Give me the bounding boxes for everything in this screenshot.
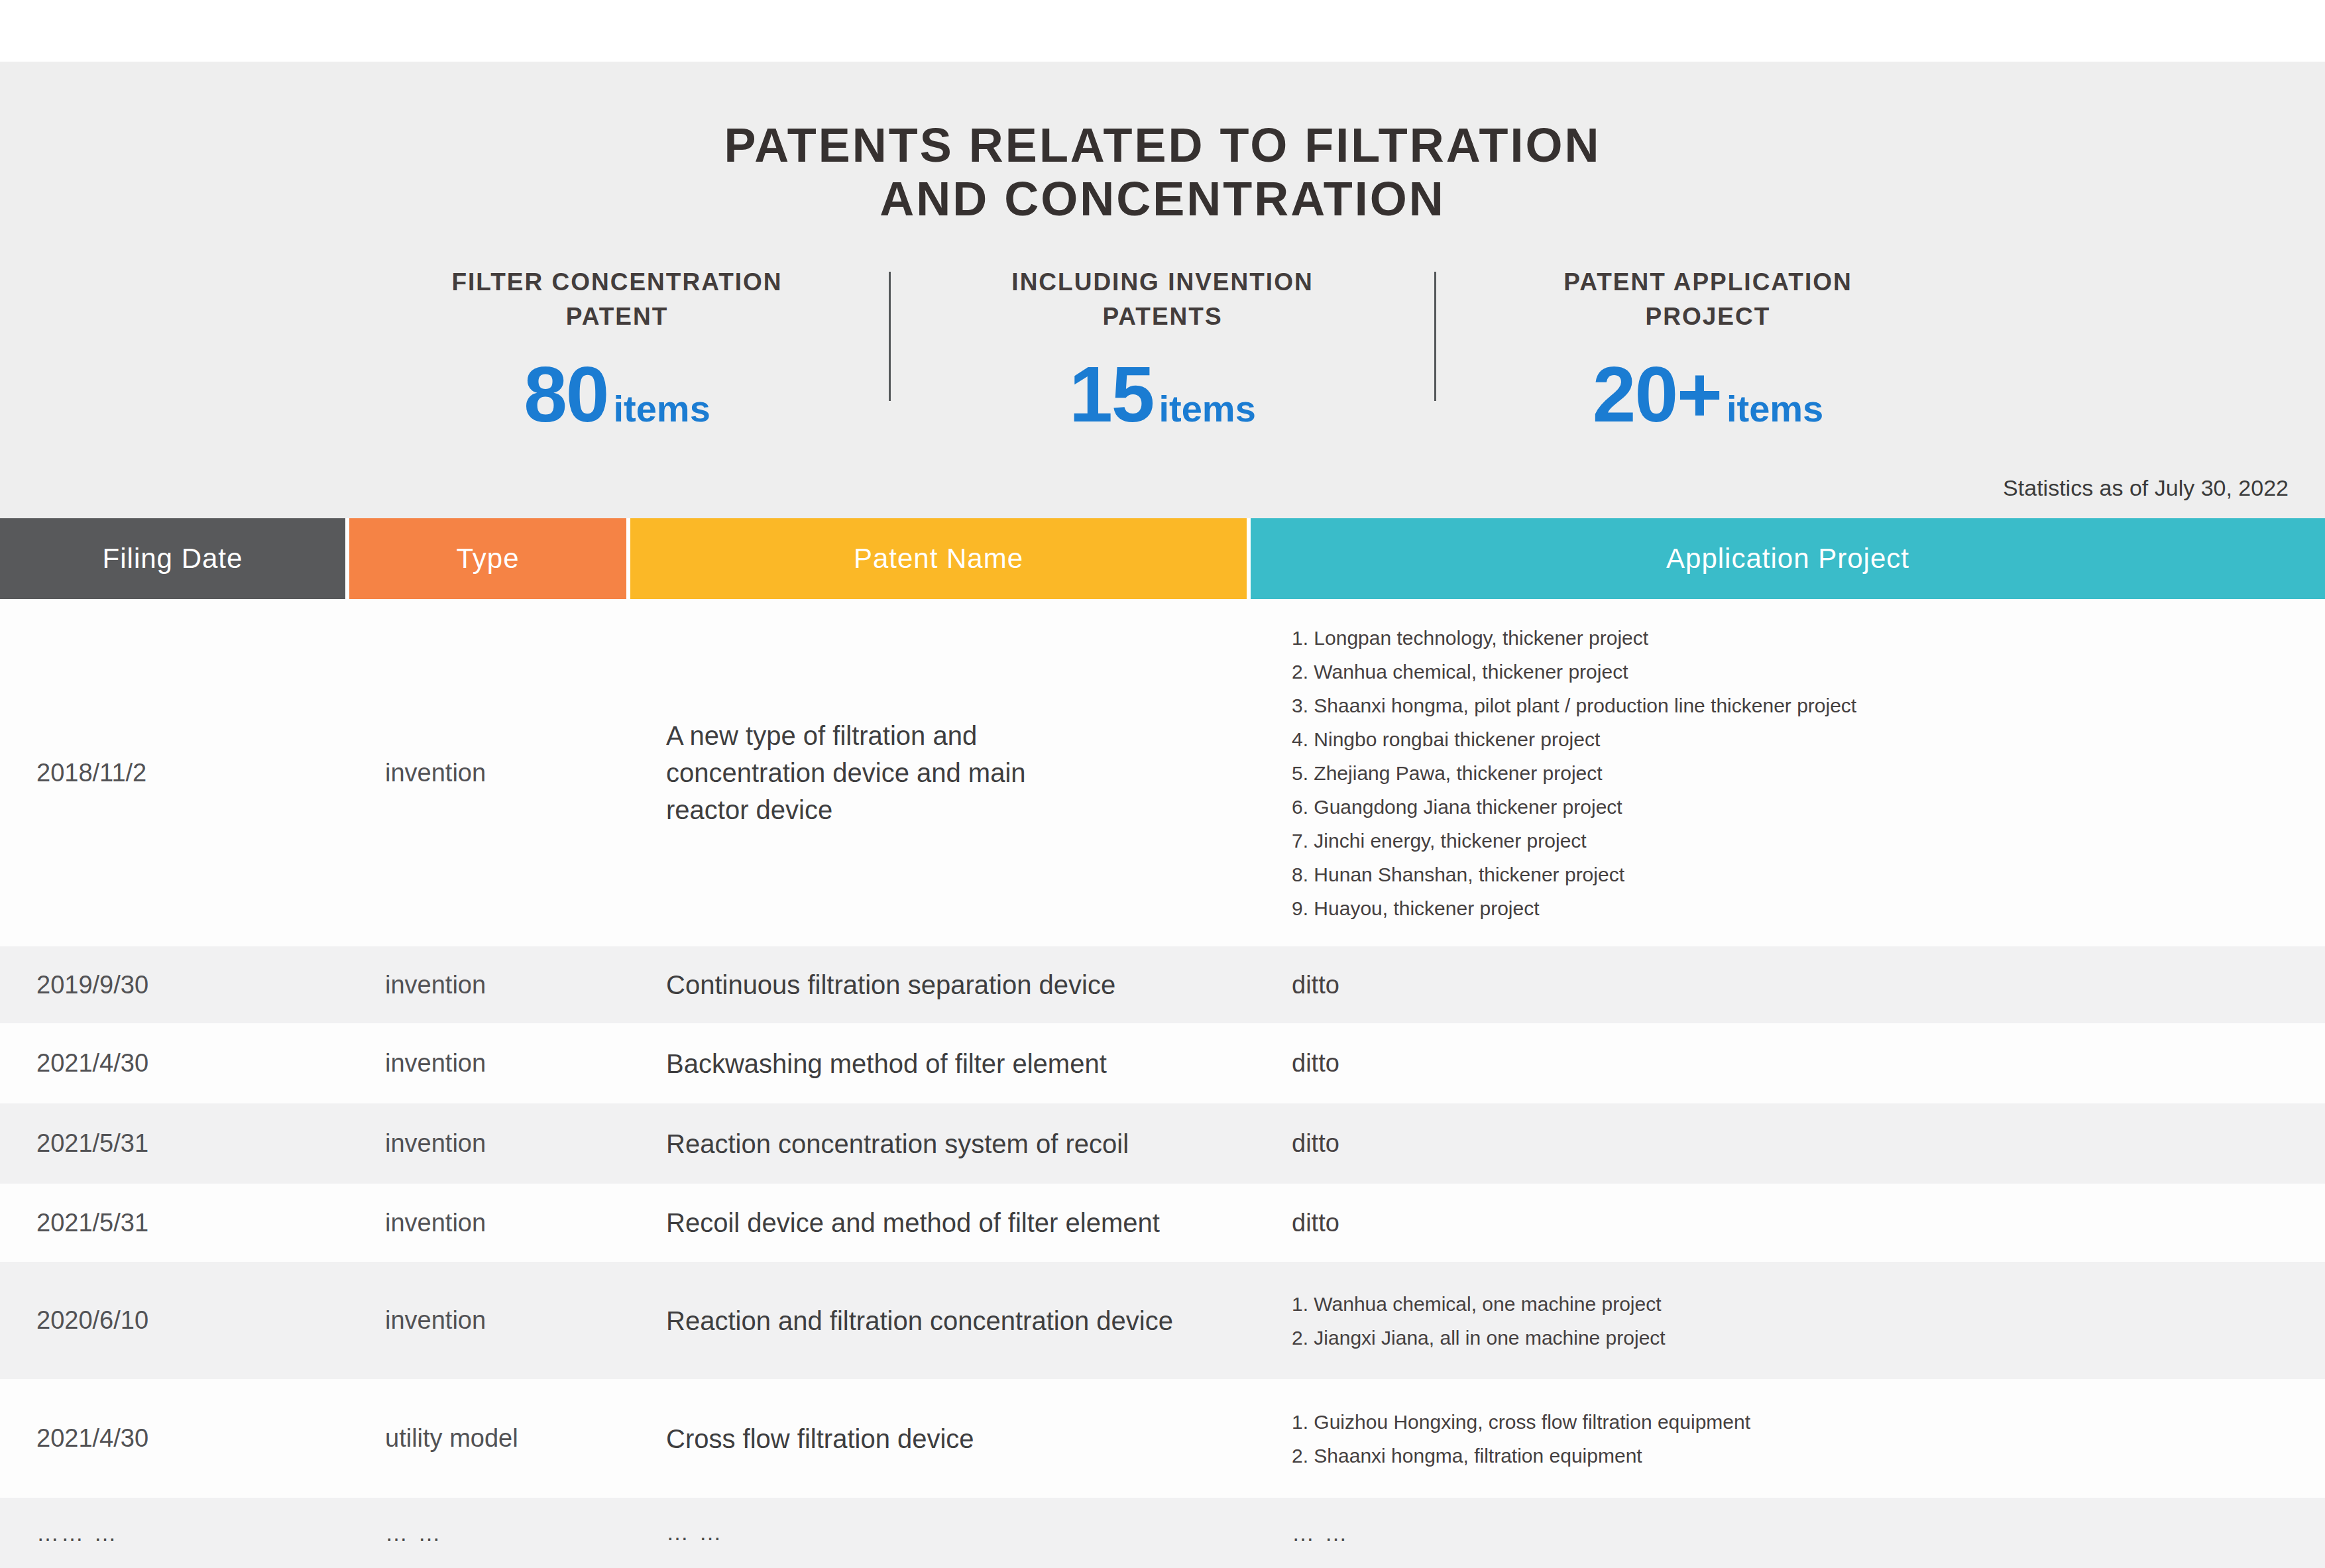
page-title-line2: AND CONCENTRATION	[0, 172, 2325, 226]
stat-label: INCLUDING INVENTION PATENTS	[931, 265, 1394, 334]
project-list: 1. Guizhou Hongxing, cross flow filtrati…	[1292, 1405, 1750, 1473]
page-title-line1: PATENTS RELATED TO FILTRATION	[0, 119, 2325, 172]
stat-label-line2: PATENT	[385, 300, 849, 334]
application-cell: ditto	[1247, 946, 2325, 1023]
application-cell: … …	[1247, 1498, 2325, 1568]
patent-name-text: A new type of filtration and concentrati…	[666, 717, 1077, 828]
patent-name-cell: … …	[626, 1498, 1247, 1568]
application-cell: ditto	[1247, 1023, 2325, 1103]
project-item: 5. Zhejiang Pawa, thickener project	[1292, 756, 1856, 790]
patent-name-cell: Reaction and filtration concentration de…	[626, 1262, 1247, 1379]
project-item: 2. Jiangxi Jiana, all in one machine pro…	[1292, 1321, 1666, 1355]
stat-value: 80	[524, 349, 608, 439]
project-item: 1. Longpan technology, thickener project	[1292, 621, 1856, 655]
patent-name-cell: Recoil device and method of filter eleme…	[626, 1184, 1247, 1262]
table-row: …… … … … … … … …	[0, 1498, 2325, 1568]
stat-unit: items	[1727, 387, 1823, 430]
column-header-application-project: Application Project	[1247, 518, 2325, 599]
patent-name-cell: A new type of filtration and concentrati…	[626, 599, 1247, 946]
table-row: 2021/5/31 invention Reaction concentrati…	[0, 1103, 2325, 1184]
stat-label-line1: FILTER CONCENTRATION	[385, 265, 849, 300]
application-cell: 1. Longpan technology, thickener project…	[1247, 599, 2325, 946]
application-cell: 1. Wanhua chemical, one machine project …	[1247, 1262, 2325, 1379]
table-row: 2018/11/2 invention A new type of filtra…	[0, 599, 2325, 946]
hero-section: PATENTS RELATED TO FILTRATION AND CONCEN…	[0, 62, 2325, 518]
stat-unit: items	[613, 387, 710, 430]
table-row: 2020/6/10 invention Reaction and filtrat…	[0, 1262, 2325, 1379]
stat-patent-application-project: PATENT APPLICATION PROJECT 20+ items	[1476, 265, 1940, 440]
stat-label-line2: PROJECT	[1476, 300, 1940, 334]
type-cell: invention	[345, 1262, 626, 1379]
filing-date-cell: 2021/5/31	[0, 1103, 345, 1184]
filing-date-cell: …… …	[0, 1498, 345, 1568]
stat-label: PATENT APPLICATION PROJECT	[1476, 265, 1940, 334]
patent-name-cell: Reaction concentration system of recoil	[626, 1103, 1247, 1184]
patent-name-cell: Continuous filtration separation device	[626, 946, 1247, 1023]
patent-name-cell: Backwashing method of filter element	[626, 1023, 1247, 1103]
table-row: 2021/4/30 invention Backwashing method o…	[0, 1023, 2325, 1103]
project-item: 1. Wanhua chemical, one machine project	[1292, 1287, 1666, 1321]
stat-label: FILTER CONCENTRATION PATENT	[385, 265, 849, 334]
project-list: 1. Wanhua chemical, one machine project …	[1292, 1287, 1666, 1355]
project-item: 4. Ningbo rongbai thickener project	[1292, 722, 1856, 756]
application-cell: ditto	[1247, 1184, 2325, 1262]
project-item: 7. Jinchi energy, thickener project	[1292, 824, 1856, 858]
filing-date-cell: 2021/4/30	[0, 1023, 345, 1103]
stat-value-row: 15 items	[931, 349, 1394, 439]
stat-value-row: 80 items	[385, 349, 849, 439]
stat-unit: items	[1159, 387, 1255, 430]
stat-label-line1: PATENT APPLICATION	[1476, 265, 1940, 300]
project-list: 1. Longpan technology, thickener project…	[1292, 621, 1856, 925]
patents-table: Filing Date Type Patent Name Application…	[0, 518, 2325, 1568]
filing-date-cell: 2020/6/10	[0, 1262, 345, 1379]
stat-including-invention-patents: INCLUDING INVENTION PATENTS 15 items	[931, 265, 1394, 440]
project-item: 3. Shaanxi hongma, pilot plant / product…	[1292, 689, 1856, 722]
project-item: 2. Wanhua chemical, thickener project	[1292, 655, 1856, 689]
type-cell: invention	[345, 946, 626, 1023]
type-cell: utility model	[345, 1379, 626, 1498]
stat-label-line2: PATENTS	[931, 300, 1394, 334]
table-row: 2021/4/30 utility model Cross flow filtr…	[0, 1379, 2325, 1498]
statistics-date-note: Statistics as of July 30, 2022	[2003, 475, 2289, 501]
application-cell: ditto	[1247, 1103, 2325, 1184]
project-item: 8. Hunan Shanshan, thickener project	[1292, 858, 1856, 891]
stat-value: 20+	[1593, 349, 1721, 439]
stats-row: FILTER CONCENTRATION PATENT 80 items INC…	[0, 265, 2325, 440]
patents-infographic-page: PATENTS RELATED TO FILTRATION AND CONCEN…	[0, 0, 2325, 1568]
patent-name-cell: Cross flow filtration device	[626, 1379, 1247, 1498]
project-item: 6. Guangdong Jiana thickener project	[1292, 790, 1856, 824]
stat-value-row: 20+ items	[1476, 349, 1940, 439]
table-row: 2019/9/30 invention Continuous filtratio…	[0, 946, 2325, 1023]
table-row: 2021/5/31 invention Recoil device and me…	[0, 1184, 2325, 1262]
type-cell: invention	[345, 1184, 626, 1262]
page-title: PATENTS RELATED TO FILTRATION AND CONCEN…	[0, 62, 2325, 227]
application-cell: 1. Guizhou Hongxing, cross flow filtrati…	[1247, 1379, 2325, 1498]
stat-value: 15	[1069, 349, 1153, 439]
type-cell: … …	[345, 1498, 626, 1568]
project-item: 2. Shaanxi hongma, filtration equipment	[1292, 1439, 1750, 1473]
stat-label-line1: INCLUDING INVENTION	[931, 265, 1394, 300]
column-header-patent-name: Patent Name	[626, 518, 1247, 599]
stat-divider	[1434, 272, 1436, 401]
stat-divider	[889, 272, 891, 401]
type-cell: invention	[345, 599, 626, 946]
table-header-row: Filing Date Type Patent Name Application…	[0, 518, 2325, 599]
stat-filter-concentration-patent: FILTER CONCENTRATION PATENT 80 items	[385, 265, 849, 440]
project-item: 1. Guizhou Hongxing, cross flow filtrati…	[1292, 1405, 1750, 1439]
filing-date-cell: 2021/4/30	[0, 1379, 345, 1498]
column-header-filing-date: Filing Date	[0, 518, 345, 599]
type-cell: invention	[345, 1023, 626, 1103]
filing-date-cell: 2021/5/31	[0, 1184, 345, 1262]
column-header-type: Type	[345, 518, 626, 599]
project-item: 9. Huayou, thickener project	[1292, 891, 1856, 925]
filing-date-cell: 2019/9/30	[0, 946, 345, 1023]
type-cell: invention	[345, 1103, 626, 1184]
filing-date-cell: 2018/11/2	[0, 599, 345, 946]
